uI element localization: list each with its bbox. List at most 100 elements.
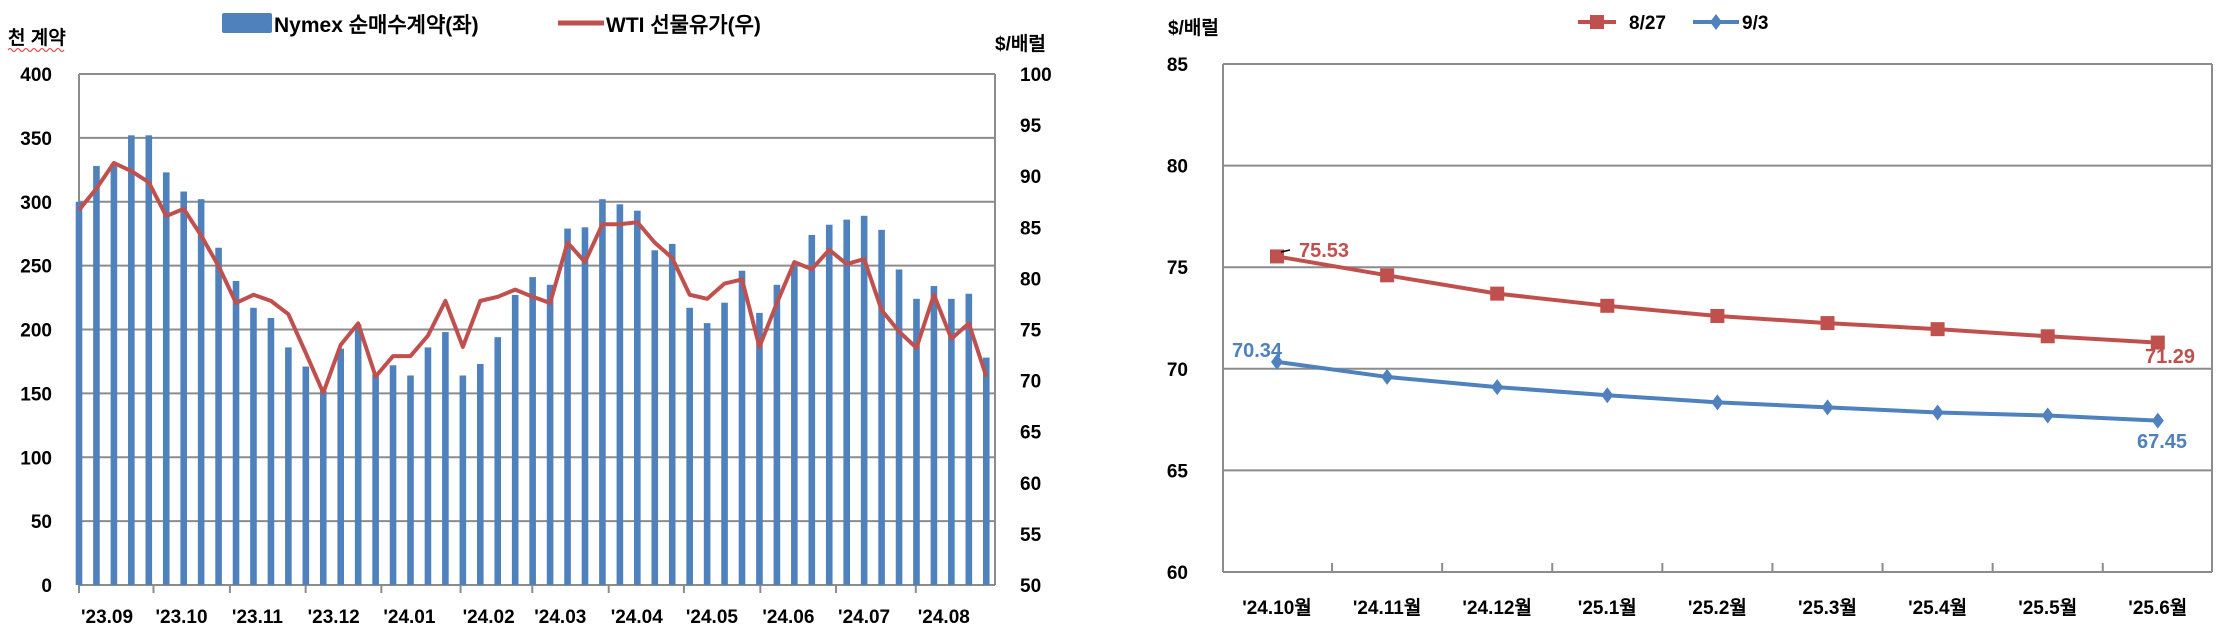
- bar: [703, 323, 711, 585]
- bar: [232, 280, 240, 585]
- x-tick-label: '24.04: [611, 607, 663, 628]
- y-right-tick-label: 55: [1020, 525, 1042, 546]
- y-right-tick-label: 85: [1020, 218, 1042, 239]
- y-tick-label: 70: [1167, 360, 1188, 381]
- bar: [93, 165, 100, 586]
- bar: [162, 172, 170, 585]
- data-label: 70.34: [1232, 340, 1283, 362]
- bar: [110, 163, 118, 586]
- bar: [180, 191, 187, 585]
- bar: [145, 135, 153, 585]
- bar: [860, 215, 868, 586]
- data-label: 75.53: [1299, 240, 1349, 262]
- bar: [250, 307, 257, 585]
- data-label: 67.45: [2137, 431, 2187, 453]
- bar: [302, 366, 310, 585]
- bar: [808, 234, 816, 585]
- y-left-tick-label: 150: [20, 384, 52, 405]
- x-tick-label: '24.06: [762, 607, 814, 628]
- marker-diamond: [1711, 394, 1724, 411]
- y-tick-label: 80: [1167, 157, 1188, 178]
- y-tick-label: 85: [1167, 55, 1189, 76]
- x-tick-label: '24.11월: [1353, 597, 1422, 619]
- bar: [895, 269, 903, 585]
- y-left-tick-label: 350: [20, 129, 52, 150]
- bar: [494, 337, 502, 585]
- bar: [721, 302, 728, 585]
- bar: [511, 295, 519, 585]
- x-tick-label: '24.03: [534, 607, 586, 628]
- bar: [634, 210, 641, 585]
- bar: [546, 284, 554, 585]
- bar: [616, 204, 624, 585]
- y-right-tick-label: 100: [1020, 65, 1052, 86]
- bar: [599, 199, 606, 585]
- bar: [686, 307, 693, 585]
- x-tick-label: '24.08: [918, 607, 970, 628]
- y-right-tick-label: 95: [1020, 116, 1042, 137]
- x-tick-label: '24.05: [686, 607, 738, 628]
- bar: [354, 324, 362, 585]
- bar: [948, 298, 955, 585]
- bar: [825, 224, 833, 585]
- y-right-tick-label: 70: [1020, 372, 1041, 393]
- y-right-tick-label: 90: [1020, 167, 1041, 188]
- x-tick-label: '23.10: [156, 607, 208, 628]
- bar: [564, 228, 571, 585]
- bar: [756, 312, 763, 585]
- bar: [791, 265, 798, 585]
- marker-diamond: [1271, 353, 1283, 370]
- x-tick-label: '25.2월: [1688, 597, 1747, 619]
- bar: [75, 201, 83, 585]
- bar: [965, 293, 973, 585]
- bar: [459, 375, 467, 585]
- bar: [215, 247, 222, 586]
- marker-square: [1820, 316, 1835, 331]
- bar: [285, 347, 292, 585]
- y-left-tick-label: 0: [41, 576, 52, 597]
- marker-diamond: [1491, 379, 1504, 396]
- y-left-tick-label: 100: [20, 448, 52, 469]
- y-tick-label: 65: [1167, 461, 1189, 482]
- legend-swatch-bar: [222, 13, 272, 33]
- bar: [651, 250, 659, 586]
- bar: [913, 298, 920, 585]
- bar: [878, 229, 885, 586]
- bar: [668, 243, 676, 585]
- left-chart: 0 50 100 150 200 250 300 350 400 50 55 60 65 70 75 80 85…: [7, 13, 1052, 628]
- y-left-tick-label: 400: [20, 65, 52, 86]
- marker-diamond: [1601, 387, 1614, 404]
- marker-square: [1490, 286, 1505, 301]
- label-leader: [1280, 249, 1291, 253]
- marker-square: [2150, 335, 2165, 350]
- marker-diamond: [1821, 399, 1834, 416]
- series-line-9/3: [1276, 359, 2158, 423]
- marker-diamond: [1381, 368, 1394, 385]
- marker-diamond: [2041, 407, 2054, 424]
- y-left-tick-label: 300: [20, 193, 52, 214]
- y-axis-title: $/배럴: [1168, 17, 1219, 39]
- y-tick-label: 75: [1167, 258, 1189, 279]
- marker-square: [2040, 329, 2055, 344]
- right-chart: 60 65 70 75 80 85 '24.10월 '24.11월 '24.12월 '25.1월 '…: [1167, 13, 2213, 619]
- marker-square: [1710, 308, 1725, 323]
- bar: [407, 375, 414, 585]
- y-right-tick-label: 65: [1020, 423, 1042, 444]
- marker-square: [1380, 268, 1395, 283]
- wti-line: [77, 160, 989, 395]
- bar: [843, 219, 850, 585]
- bar: [337, 348, 345, 585]
- y-right-tick-label: 60: [1020, 474, 1041, 495]
- legend-marker-square: [1590, 15, 1604, 29]
- y-tick-label: 60: [1167, 563, 1188, 584]
- bar: [476, 363, 484, 585]
- x-tick-label: '25.4월: [1908, 597, 1967, 619]
- series-line-8/27: [1276, 254, 2158, 345]
- legend-label-827: 8/27: [1629, 13, 1666, 34]
- y-right-tick-label: 75: [1020, 321, 1042, 342]
- y-right-tick-label: 50: [1020, 576, 1041, 597]
- x-tick-label: '25.6월: [2128, 597, 2187, 619]
- y-left-tick-label: 200: [20, 321, 52, 342]
- marker-square: [1270, 249, 1284, 264]
- bar: [197, 199, 205, 585]
